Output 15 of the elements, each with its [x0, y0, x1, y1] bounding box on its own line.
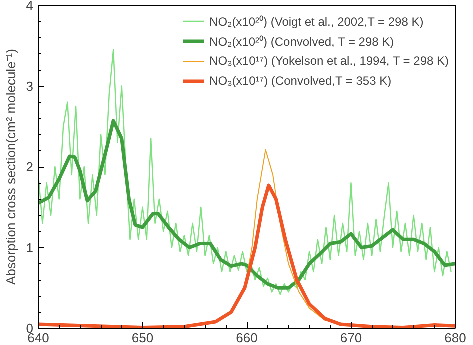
y-axis-title: Absorption cross section(cm² molecule⁻¹) — [3, 49, 18, 285]
y-tick-label: 2 — [26, 160, 34, 174]
legend-label: NO₃(x10¹⁷) (Convolved,T = 353 K) — [210, 74, 392, 88]
y-tick-label: 3 — [26, 78, 34, 94]
line-series — [38, 49, 452, 296]
x-tick-label: 650 — [132, 330, 154, 345]
legend-label: NO₂(x10²⁰) (Voigt et al., 2002,T = 298 K) — [210, 14, 424, 30]
legend-label: NO₂(x10²⁰) (Convolved, T = 298 K) — [210, 34, 394, 50]
x-tick-label: 680 — [444, 330, 466, 345]
y-tick-label: 1 — [26, 240, 34, 256]
line-series — [38, 119, 456, 290]
y-tick-label: 4 — [26, 0, 34, 13]
legend-label: NO₃(x10¹⁷) (Yokelson et al., 1994, T = 298 K) — [210, 54, 449, 68]
x-tick-label: 660 — [236, 330, 258, 345]
x-tick-label: 670 — [340, 330, 362, 345]
